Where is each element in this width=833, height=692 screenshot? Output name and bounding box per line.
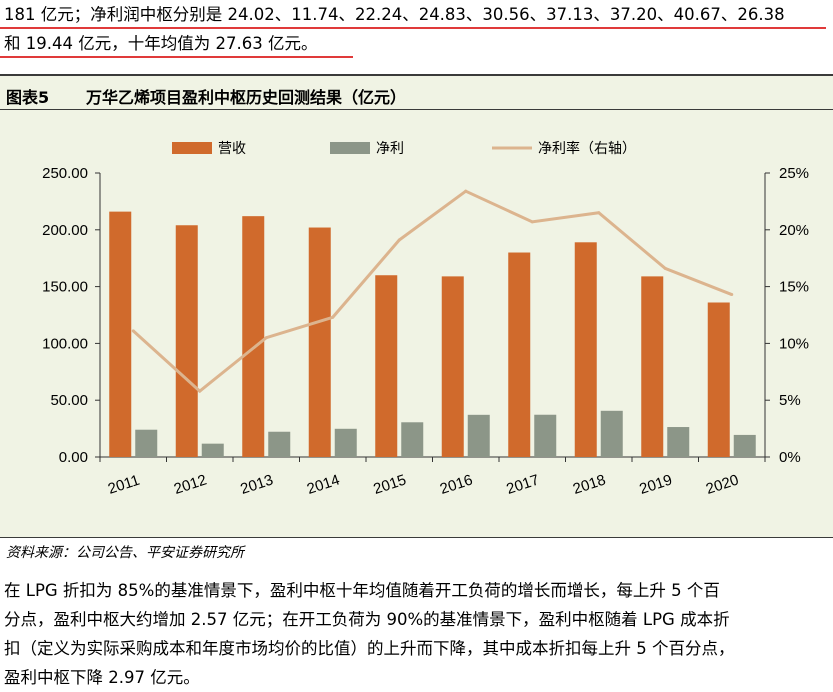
top-paragraph-line: 181 亿元；净利润中枢分别是 24.02、11.74、22.24、24.83、… [4,5,785,24]
right-tick-label: 15% [779,279,809,296]
x-tick-label: 2015 [371,471,408,497]
net-margin-point [198,389,202,393]
x-tick-label: 2016 [438,471,475,497]
net-margin-line [132,189,733,394]
net-profit-bar [534,414,557,457]
x-tick-label: 2020 [704,471,741,497]
net-profit-bar [268,431,291,457]
x-tick-label: 2014 [305,471,342,497]
net-margin-point [464,189,468,193]
net-profit-bar [201,443,224,457]
revenue-bar [109,211,132,457]
top-paragraph-line: 和 19.44 亿元，十年均值为 27.63 亿元。 [4,34,318,53]
revenue-bar [707,302,730,457]
net-margin-point [730,293,734,297]
legend-swatch [330,142,370,154]
legend-label: 净利 [376,140,404,156]
chart-legend: 营收 净利 净利率（右轴） [172,140,636,156]
revenue-bar [242,216,265,457]
left-tick-label: 50.00 [50,392,88,409]
figure-number: 图表5 [6,88,50,107]
net-profit-bar [401,422,424,457]
figure-title-bar: 图表5 万华乙烯项目盈利中枢历史回测结果（亿元） [0,74,833,110]
bottom-paragraph-line: 盈利中枢下降 2.97 亿元。 [4,668,200,687]
x-tick-label: 2013 [238,471,275,497]
revenue-bar [641,276,664,457]
figure-background [0,74,833,537]
legend-label: 净利率（右轴） [538,140,636,156]
bottom-paragraph-line: 分点，盈利中枢大约增加 2.57 亿元；在开工负荷为 90%的基准情景下，盈利中… [4,610,730,629]
margin-line [131,189,734,394]
x-tick-label: 2011 [106,472,142,498]
x-tick-label: 2019 [637,471,674,497]
bottom-paragraph: 在 LPG 折扣为 85%的基准情景下，盈利中枢十年均值随着开工负荷的增长而增长… [4,576,828,692]
net-profit-bar [467,414,490,457]
revenue-bar [175,225,198,457]
net-margin-point [331,315,335,319]
legend-label: 营收 [218,140,246,156]
right-tick-label: 25% [779,165,809,182]
left-tick-label: 0.00 [59,449,88,466]
source-note: 资料来源：公司公告、平安证券研究所 [6,545,244,561]
net-margin-point [597,211,601,215]
left-tick-label: 150.00 [42,279,88,296]
revenue-bar [308,227,331,457]
revenue-bar [375,275,398,457]
net-margin-point [530,220,534,224]
revenue-profit-chart: 营收 净利 净利率（右轴） 0.00 50.00 100.00 150.00 200.00 2… [42,140,809,498]
right-tick-label: 20% [779,222,809,239]
highlight-underline [0,27,826,29]
revenue-bar [574,242,597,457]
net-profit-bar [667,427,690,457]
figure-title: 万华乙烯项目盈利中枢历史回测结果（亿元） [86,88,407,107]
right-tick-label: 0% [779,449,801,466]
source-bar: 资料来源：公司公告、平安证券研究所 [0,537,833,565]
net-profit-bar [600,410,623,457]
top-paragraph: 181 亿元；净利润中枢分别是 24.02、11.74、22.24、24.83、… [4,0,832,58]
highlight-underline [0,56,353,58]
bottom-paragraph-line: 扣（定义为实际采购成本和年度市场均价的比值）的上升而下降，其中成本折扣每上升 5… [4,639,735,658]
x-tick-label: 2012 [172,471,209,497]
right-tick-label: 5% [779,392,801,409]
bars [109,211,756,457]
right-tick-label: 10% [779,335,809,352]
net-margin-point [264,336,268,340]
net-profit-bar [135,429,158,457]
bottom-paragraph-line: 在 LPG 折扣为 85%的基准情景下，盈利中枢十年均值随着开工负荷的增长而增长… [4,581,720,600]
net-profit-bar [733,434,756,457]
x-tick-label: 2017 [504,471,541,497]
net-margin-point [663,266,667,270]
revenue-bar [508,252,531,457]
revenue-bar [441,276,464,457]
net-profit-bar [334,428,357,457]
x-tick-label: 2018 [571,471,608,497]
left-tick-label: 200.00 [42,222,88,239]
left-tick-label: 100.00 [42,335,88,352]
net-margin-point [131,329,135,333]
left-tick-label: 250.00 [42,165,88,182]
legend-swatch [172,142,212,154]
net-margin-point [397,238,401,242]
